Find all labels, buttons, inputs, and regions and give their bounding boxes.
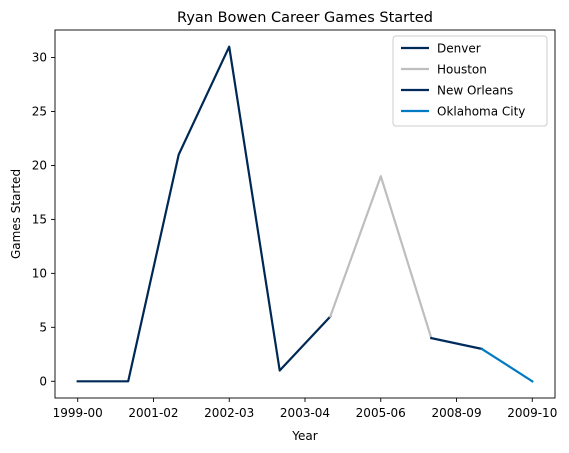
legend-label-new-orleans: New Orleans (437, 84, 513, 98)
y-tick-label: 30 (32, 51, 47, 65)
legend-label-houston: Houston (437, 63, 487, 77)
legend-frame (392, 35, 548, 127)
y-tick-label: 25 (32, 104, 47, 118)
legend-label-oklahoma-city: Oklahoma City (437, 105, 525, 119)
x-axis-title: Year (291, 429, 317, 443)
series-line-new-orleans (429, 336, 484, 351)
x-tick-label: 2008-09 (431, 406, 481, 420)
y-tick-label: 10 (32, 266, 47, 280)
series-line-oklahoma-city (480, 347, 534, 383)
x-axis: 1999-00 2001-02 2002-03 2003-04 2005-06 2008-… (53, 398, 557, 420)
legend-label-denver: Denver (437, 42, 481, 56)
series-line-houston (328, 175, 433, 340)
x-tick-label: 2002-03 (204, 406, 254, 420)
y-tick-label: 5 (39, 320, 47, 334)
x-tick-label: 2001-02 (128, 406, 178, 420)
y-tick-label: 15 (32, 212, 47, 226)
legend: Denver Houston New Orleans Oklahoma City (392, 35, 548, 127)
x-tick-label: 2003-04 (280, 406, 330, 420)
plot-lines (76, 45, 534, 383)
y-axis: 0 5 10 15 20 25 30 (32, 51, 55, 388)
y-tick-label: 0 (39, 374, 47, 388)
y-tick-label: 20 (32, 158, 47, 172)
x-tick-label: 2009-10 (507, 406, 557, 420)
x-tick-label: 2005-06 (356, 406, 406, 420)
chart-title: Ryan Bowen Career Games Started (177, 10, 433, 26)
y-axis-title: Games Started (9, 169, 23, 259)
series-line-denver (76, 45, 332, 383)
x-tick-label: 1999-00 (53, 406, 103, 420)
